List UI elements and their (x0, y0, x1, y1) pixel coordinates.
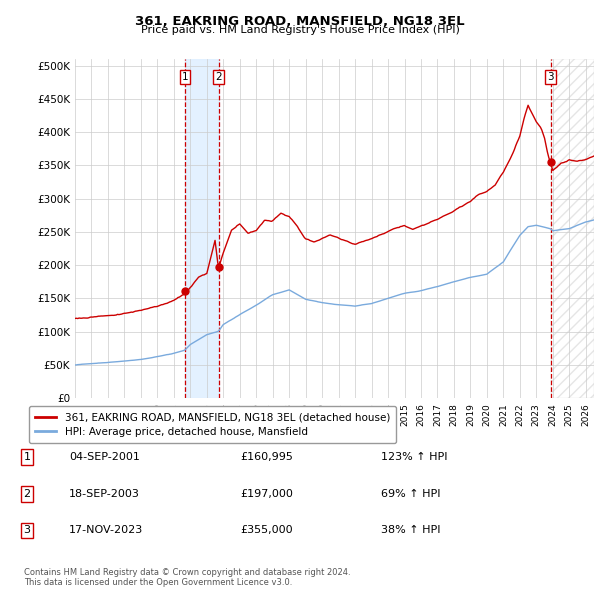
Text: 2: 2 (23, 489, 31, 499)
Text: 3: 3 (548, 73, 554, 82)
Text: £197,000: £197,000 (240, 489, 293, 499)
Bar (185, 59, 218, 398)
Legend: 361, EAKRING ROAD, MANSFIELD, NG18 3EL (detached house), HPI: Average price, det: 361, EAKRING ROAD, MANSFIELD, NG18 3EL (… (29, 407, 396, 443)
Text: Contains HM Land Registry data © Crown copyright and database right 2024.
This d: Contains HM Land Registry data © Crown c… (24, 568, 350, 587)
Text: 123% ↑ HPI: 123% ↑ HPI (381, 453, 448, 462)
Text: 38% ↑ HPI: 38% ↑ HPI (381, 526, 440, 535)
Bar (551, 59, 594, 398)
Text: Price paid vs. HM Land Registry's House Price Index (HPI): Price paid vs. HM Land Registry's House … (140, 25, 460, 35)
Text: 1: 1 (23, 453, 31, 462)
Text: £355,000: £355,000 (240, 526, 293, 535)
Text: £160,995: £160,995 (240, 453, 293, 462)
Text: 361, EAKRING ROAD, MANSFIELD, NG18 3EL: 361, EAKRING ROAD, MANSFIELD, NG18 3EL (135, 15, 465, 28)
Text: 3: 3 (23, 526, 31, 535)
Text: 69% ↑ HPI: 69% ↑ HPI (381, 489, 440, 499)
Text: 1: 1 (182, 73, 188, 82)
Text: 17-NOV-2023: 17-NOV-2023 (69, 526, 143, 535)
Text: 04-SEP-2001: 04-SEP-2001 (69, 453, 140, 462)
Text: 2: 2 (215, 73, 222, 82)
Text: 18-SEP-2003: 18-SEP-2003 (69, 489, 140, 499)
